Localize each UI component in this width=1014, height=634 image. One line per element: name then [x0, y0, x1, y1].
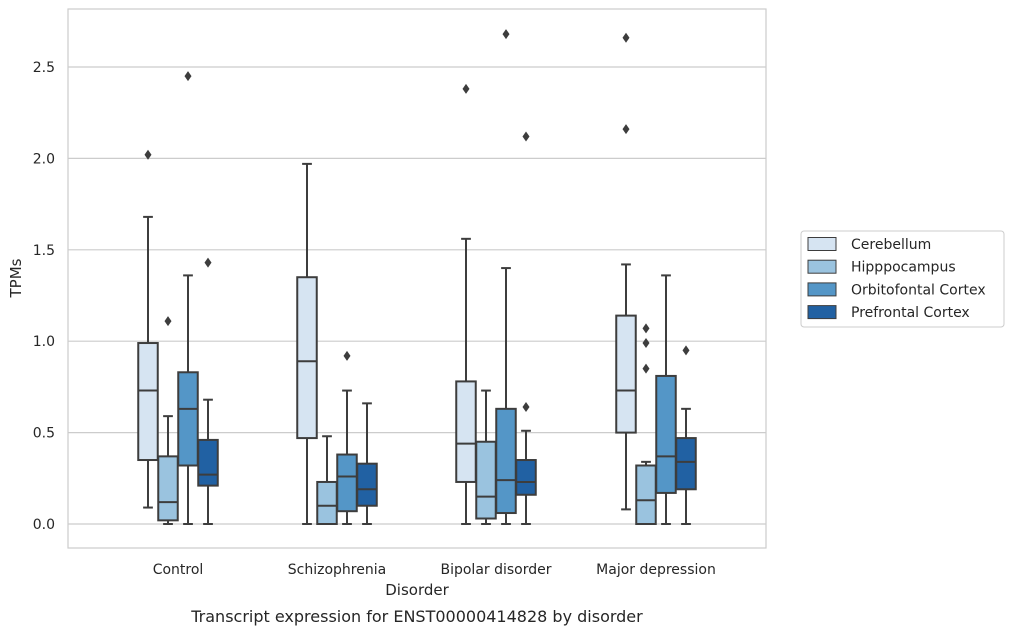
box-iqr: [475, 440, 497, 520]
chart-caption: Transcript expression for ENST0000041482…: [190, 607, 643, 626]
box-1-0: [296, 162, 318, 525]
box-iqr: [635, 464, 657, 525]
x-tick-labels: Control Schizophrenia Bipolar disorder Majo…: [153, 562, 716, 578]
outlier-point: [184, 71, 192, 82]
outlier-point: [642, 363, 650, 374]
box-1-1: [316, 435, 338, 525]
box-iqr: [197, 438, 219, 487]
legend-label: Orbitofontal Cortex: [851, 282, 986, 298]
box-iqr: [137, 342, 159, 462]
y-tick-labels: 0.0 0.5 1.0 1.5 2.0 2.5: [33, 60, 55, 533]
box-2-3: [515, 131, 537, 525]
plot-area-frame: [67, 8, 767, 549]
box-iqr: [296, 276, 318, 440]
box-iqr: [177, 371, 199, 467]
box-3-3: [675, 345, 697, 525]
box-3-0: [615, 32, 637, 511]
box-3-2: [655, 274, 677, 525]
y-tick-label: 2.0: [33, 151, 55, 167]
x-tick-label: Bipolar disorder: [440, 562, 551, 578]
box-0-2: [177, 71, 199, 525]
outlier-point: [144, 149, 152, 160]
legend-frame: [800, 230, 1005, 328]
box-0-0: [137, 149, 159, 509]
box-layer: [137, 29, 697, 525]
y-tick-label: 1.5: [33, 243, 55, 259]
y-tick-label: 0.0: [33, 517, 55, 533]
x-tick-label: Schizophrenia: [288, 562, 386, 578]
box-iqr: [455, 380, 477, 483]
x-tick-label: Major depression: [596, 562, 716, 578]
box-iqr: [356, 462, 378, 507]
box-2-2: [495, 29, 517, 525]
outlier-point: [462, 83, 470, 94]
outlier-point: [642, 323, 650, 334]
box-iqr: [336, 453, 358, 513]
outlier-point: [522, 402, 530, 413]
outlier-point: [204, 257, 212, 268]
box-2-1: [475, 389, 497, 525]
box-iqr: [675, 437, 697, 491]
outlier-point: [502, 29, 510, 40]
x-axis-label: Disorder: [385, 581, 449, 599]
outlier-point: [622, 32, 630, 43]
outlier-point: [622, 124, 630, 135]
box-0-1: [157, 316, 179, 525]
legend-swatch: [807, 237, 837, 251]
box-iqr: [615, 314, 637, 434]
box-2-0: [455, 83, 477, 525]
y-tick-label: 1.0: [33, 334, 55, 350]
box-iqr: [157, 455, 179, 522]
outlier-point: [682, 345, 690, 356]
legend-label: Cerebellum: [851, 237, 931, 253]
box-iqr: [495, 407, 517, 515]
box-3-1: [635, 323, 657, 525]
outlier-point: [164, 316, 172, 327]
legend-label: Prefrontal Cortex: [851, 305, 970, 321]
box-1-2: [336, 350, 358, 525]
y-axis-label: TPMs: [7, 258, 25, 298]
legend-swatch: [807, 259, 837, 274]
box-iqr: [655, 374, 677, 494]
legend: Cerebellum Hipppocampus Orbitofontal Corte…: [800, 230, 1005, 328]
y-tick-label: 0.5: [33, 426, 55, 442]
y-tick-label: 2.5: [33, 60, 55, 76]
legend-label: Hipppocampus: [851, 260, 956, 276]
outlier-point: [343, 350, 351, 361]
box-iqr: [316, 480, 338, 525]
box-1-3: [356, 402, 378, 525]
box-iqr: [515, 459, 537, 496]
x-tick-label: Control: [153, 562, 204, 578]
legend-swatch: [807, 305, 837, 320]
outlier-point: [642, 338, 650, 349]
legend-swatch: [807, 282, 837, 297]
outlier-point: [522, 131, 530, 142]
box-0-3: [197, 257, 219, 525]
